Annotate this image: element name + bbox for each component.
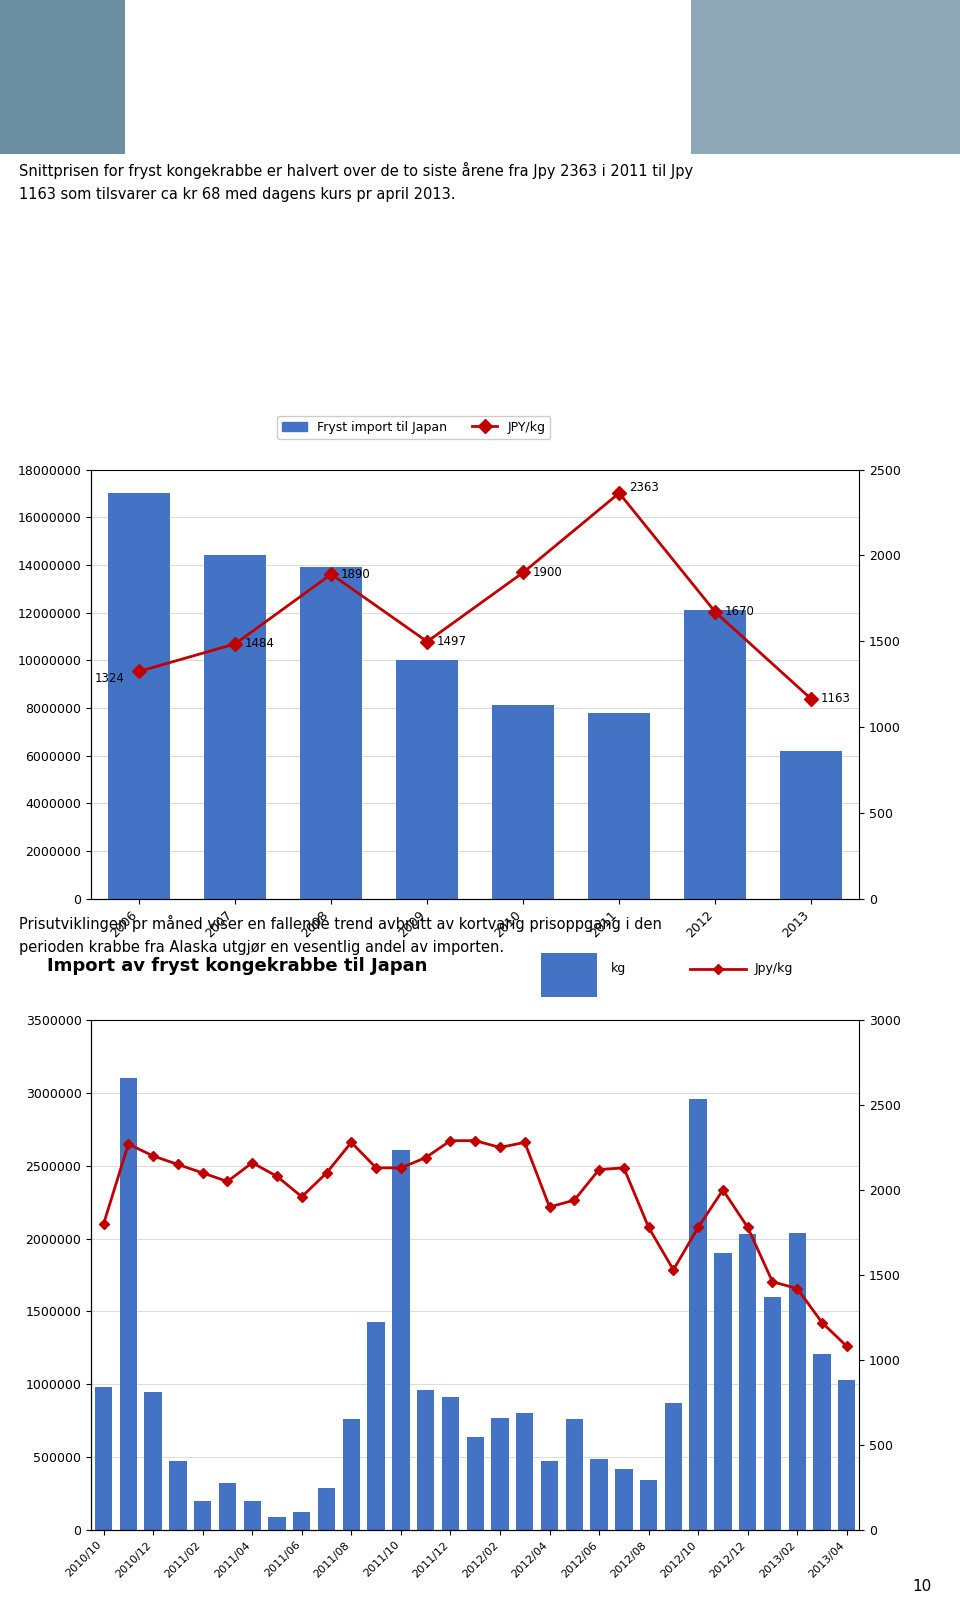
Text: 1163: 1163 <box>821 693 851 706</box>
Legend: Fryst import til Japan, JPY/kg: Fryst import til Japan, JPY/kg <box>277 416 550 439</box>
Bar <box>108 494 170 899</box>
Text: kg: kg <box>611 962 626 975</box>
Bar <box>780 751 843 899</box>
Bar <box>492 706 555 899</box>
Bar <box>393 1149 410 1530</box>
Bar <box>0 0 125 154</box>
Bar <box>120 1078 137 1530</box>
Bar <box>95 1387 112 1530</box>
Bar <box>565 1420 583 1530</box>
Bar <box>664 1404 682 1530</box>
Text: Prisutviklingen pr måned viser en fallende trend avbrutt av kortvarig prisoppgan: Prisutviklingen pr måned viser en fallen… <box>19 915 662 955</box>
Bar <box>739 1234 756 1530</box>
FancyBboxPatch shape <box>540 952 596 997</box>
Text: 1900: 1900 <box>533 567 563 580</box>
Text: MARKEDSRAPPORT: MARKEDSRAPPORT <box>352 100 608 125</box>
Bar <box>318 1488 335 1530</box>
Text: Import av fryst kongekrabbe til Japan: Import av fryst kongekrabbe til Japan <box>47 957 427 975</box>
Bar <box>813 1353 830 1530</box>
Text: 1670: 1670 <box>725 606 755 618</box>
Bar <box>615 1468 633 1530</box>
Bar <box>640 1480 658 1530</box>
Bar <box>764 1297 781 1530</box>
Bar <box>300 567 363 899</box>
Bar <box>590 1459 608 1530</box>
Bar <box>838 1379 855 1530</box>
Text: 1324: 1324 <box>95 672 125 685</box>
Text: 1890: 1890 <box>341 568 371 581</box>
Bar <box>691 0 960 154</box>
Bar <box>368 1321 385 1530</box>
Bar <box>588 712 651 899</box>
Text: Snittprisen for fryst kongekrabbe er halvert over de to siste årene fra Jpy 2363: Snittprisen for fryst kongekrabbe er hal… <box>19 162 693 202</box>
Bar <box>343 1420 360 1530</box>
Bar <box>396 661 458 899</box>
Text: Jpy/kg: Jpy/kg <box>755 962 793 975</box>
Bar <box>144 1391 162 1530</box>
Bar <box>492 1418 509 1530</box>
Bar <box>269 1517 286 1530</box>
Bar <box>684 610 747 899</box>
Bar <box>516 1413 534 1530</box>
Bar <box>788 1232 806 1530</box>
Bar <box>244 1501 261 1530</box>
Bar <box>204 555 267 899</box>
Bar <box>219 1483 236 1530</box>
Bar <box>169 1462 186 1530</box>
Bar <box>293 1512 310 1530</box>
Text: 1497: 1497 <box>437 635 467 648</box>
Bar <box>714 1253 732 1530</box>
Bar <box>467 1436 484 1530</box>
Text: 2363: 2363 <box>629 481 659 494</box>
Text: 1484: 1484 <box>245 638 275 651</box>
Bar <box>689 1099 707 1530</box>
Bar <box>540 1462 558 1530</box>
Bar <box>417 1391 434 1530</box>
Bar <box>442 1397 459 1530</box>
Bar <box>194 1501 211 1530</box>
Text: 10: 10 <box>912 1579 931 1595</box>
Text: Kongekrabbe 2013: Kongekrabbe 2013 <box>354 45 606 70</box>
